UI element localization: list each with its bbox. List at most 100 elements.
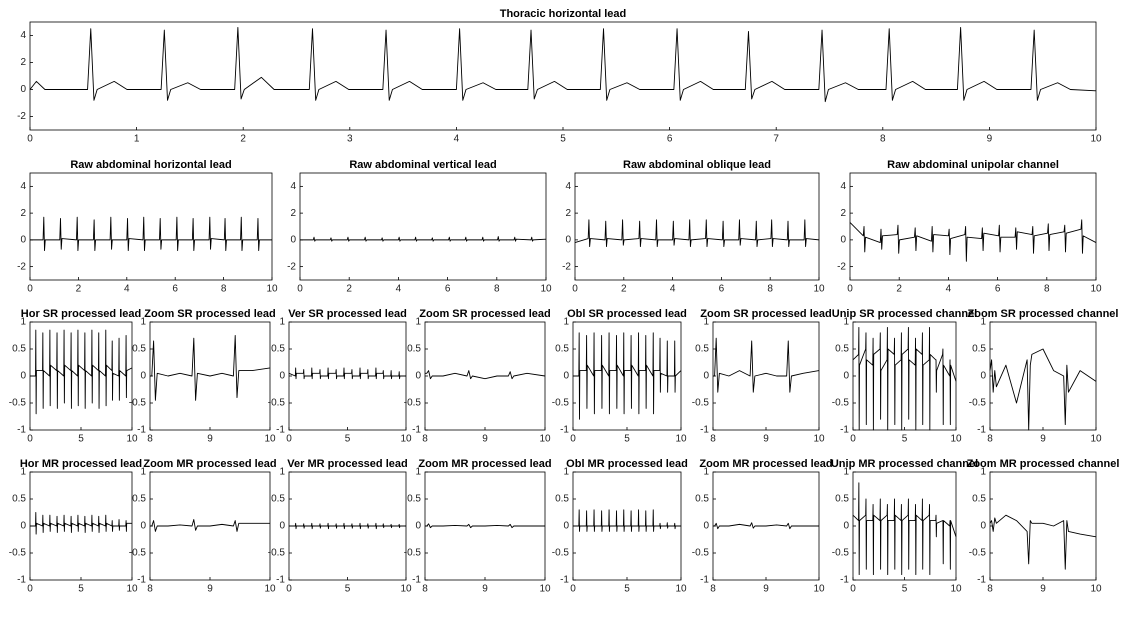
subplot-title: Zoom MR processed lead <box>699 458 832 470</box>
y-tick-label: 1 <box>20 467 26 478</box>
x-tick-label: 10 <box>813 284 825 295</box>
x-tick-label: 10 <box>400 434 412 445</box>
subplot-title: Unip SR processed channel <box>832 308 977 320</box>
signal-line <box>30 512 132 535</box>
y-tick-label: 1 <box>980 467 986 478</box>
x-tick-label: 1 <box>134 134 140 145</box>
y-tick-label: 0.5 <box>132 344 146 355</box>
x-tick-label: 4 <box>396 284 402 295</box>
x-tick-label: 4 <box>454 134 460 145</box>
x-tick-label: 5 <box>560 134 566 145</box>
y-tick-label: 0 <box>563 371 569 382</box>
x-tick-label: 9 <box>987 134 993 145</box>
signal-line <box>573 509 681 532</box>
y-tick-label: 0 <box>279 521 285 532</box>
y-tick-label: 0.5 <box>972 494 986 505</box>
y-tick-label: -1 <box>700 575 709 586</box>
y-tick-label: -1 <box>977 575 986 586</box>
x-tick-label: 10 <box>126 434 138 445</box>
signal-line <box>852 326 957 431</box>
x-tick-label: 2 <box>896 284 902 295</box>
x-tick-label: 0 <box>286 584 292 595</box>
y-tick-label: 1 <box>980 317 986 328</box>
x-tick-label: 10 <box>126 584 138 595</box>
x-tick-label: 9 <box>1040 584 1046 595</box>
y-tick-label: -0.5 <box>129 548 147 559</box>
y-tick-label: 0.5 <box>695 494 709 505</box>
y-tick-label: 0 <box>565 235 571 246</box>
signal-line <box>713 522 819 530</box>
subplot-title: Ver MR processed lead <box>287 458 407 470</box>
y-tick-label: -0.5 <box>552 548 570 559</box>
y-tick-label: -1 <box>17 575 26 586</box>
y-tick-label: 0.5 <box>555 494 569 505</box>
y-tick-label: -2 <box>287 261 296 272</box>
axes-box <box>299 172 547 281</box>
x-tick-label: 2 <box>240 134 246 145</box>
axes-box <box>849 172 1097 281</box>
y-tick-label: 0 <box>415 521 421 532</box>
subplot-title: Zoom SR processed lead <box>419 308 550 320</box>
x-tick-label: 8 <box>422 434 428 445</box>
signal-line <box>574 219 820 248</box>
subplot-title: Ver SR processed lead <box>288 308 407 320</box>
y-tick-label: 0.5 <box>132 494 146 505</box>
x-tick-label: 4 <box>670 284 676 295</box>
y-tick-label: 0.5 <box>972 344 986 355</box>
y-tick-label: -0.5 <box>832 398 850 409</box>
signal-line <box>713 337 820 393</box>
subplot-title: Hor SR processed lead <box>21 308 141 320</box>
y-tick-label: 4 <box>290 181 296 192</box>
y-tick-label: 4 <box>20 181 26 192</box>
x-tick-label: 0 <box>570 584 576 595</box>
x-tick-label: 10 <box>675 434 687 445</box>
x-tick-label: 8 <box>422 584 428 595</box>
x-tick-label: 9 <box>763 584 769 595</box>
y-tick-label: -0.5 <box>129 398 147 409</box>
y-tick-label: 2 <box>290 208 296 219</box>
x-tick-label: 6 <box>445 284 451 295</box>
y-tick-label: -1 <box>412 575 421 586</box>
y-tick-label: 0 <box>140 521 146 532</box>
y-tick-label: -1 <box>137 575 146 586</box>
y-tick-label: -1 <box>700 425 709 436</box>
x-tick-label: 8 <box>767 284 773 295</box>
y-tick-label: 0.5 <box>835 344 849 355</box>
signal-line <box>288 367 406 380</box>
x-tick-label: 6 <box>667 134 673 145</box>
x-tick-label: 8 <box>880 134 886 145</box>
y-tick-label: 1 <box>703 317 709 328</box>
x-tick-label: 9 <box>763 434 769 445</box>
subplot-title: Obl SR processed lead <box>567 308 687 320</box>
subplot-title: Zoom SR processed lead <box>144 308 275 320</box>
y-tick-label: -1 <box>276 575 285 586</box>
y-tick-label: 1 <box>279 467 285 478</box>
subplot-title: Raw abdominal vertical lead <box>349 159 496 171</box>
y-tick-label: 0 <box>703 371 709 382</box>
signal-line <box>150 519 270 532</box>
y-tick-label: 2 <box>20 57 26 68</box>
x-tick-label: 8 <box>710 434 716 445</box>
x-tick-label: 8 <box>987 434 993 445</box>
y-tick-label: -1 <box>840 425 849 436</box>
x-tick-label: 10 <box>266 284 278 295</box>
axes-box <box>29 321 133 431</box>
y-tick-label: 0.5 <box>695 344 709 355</box>
x-tick-label: 5 <box>902 434 908 445</box>
axes-box <box>29 21 1097 131</box>
x-tick-label: 4 <box>124 284 130 295</box>
x-tick-label: 5 <box>345 584 351 595</box>
y-tick-label: -0.5 <box>404 548 422 559</box>
axes-box <box>574 172 820 281</box>
x-tick-label: 9 <box>482 434 488 445</box>
x-tick-label: 10 <box>1090 134 1102 145</box>
y-tick-label: 0 <box>415 371 421 382</box>
x-tick-label: 5 <box>78 434 84 445</box>
x-tick-label: 10 <box>950 434 962 445</box>
y-tick-label: 1 <box>843 317 849 328</box>
x-tick-label: 0 <box>847 284 853 295</box>
x-tick-label: 10 <box>539 434 551 445</box>
x-tick-label: 9 <box>482 584 488 595</box>
y-tick-label: 0 <box>279 371 285 382</box>
x-tick-label: 4 <box>946 284 952 295</box>
